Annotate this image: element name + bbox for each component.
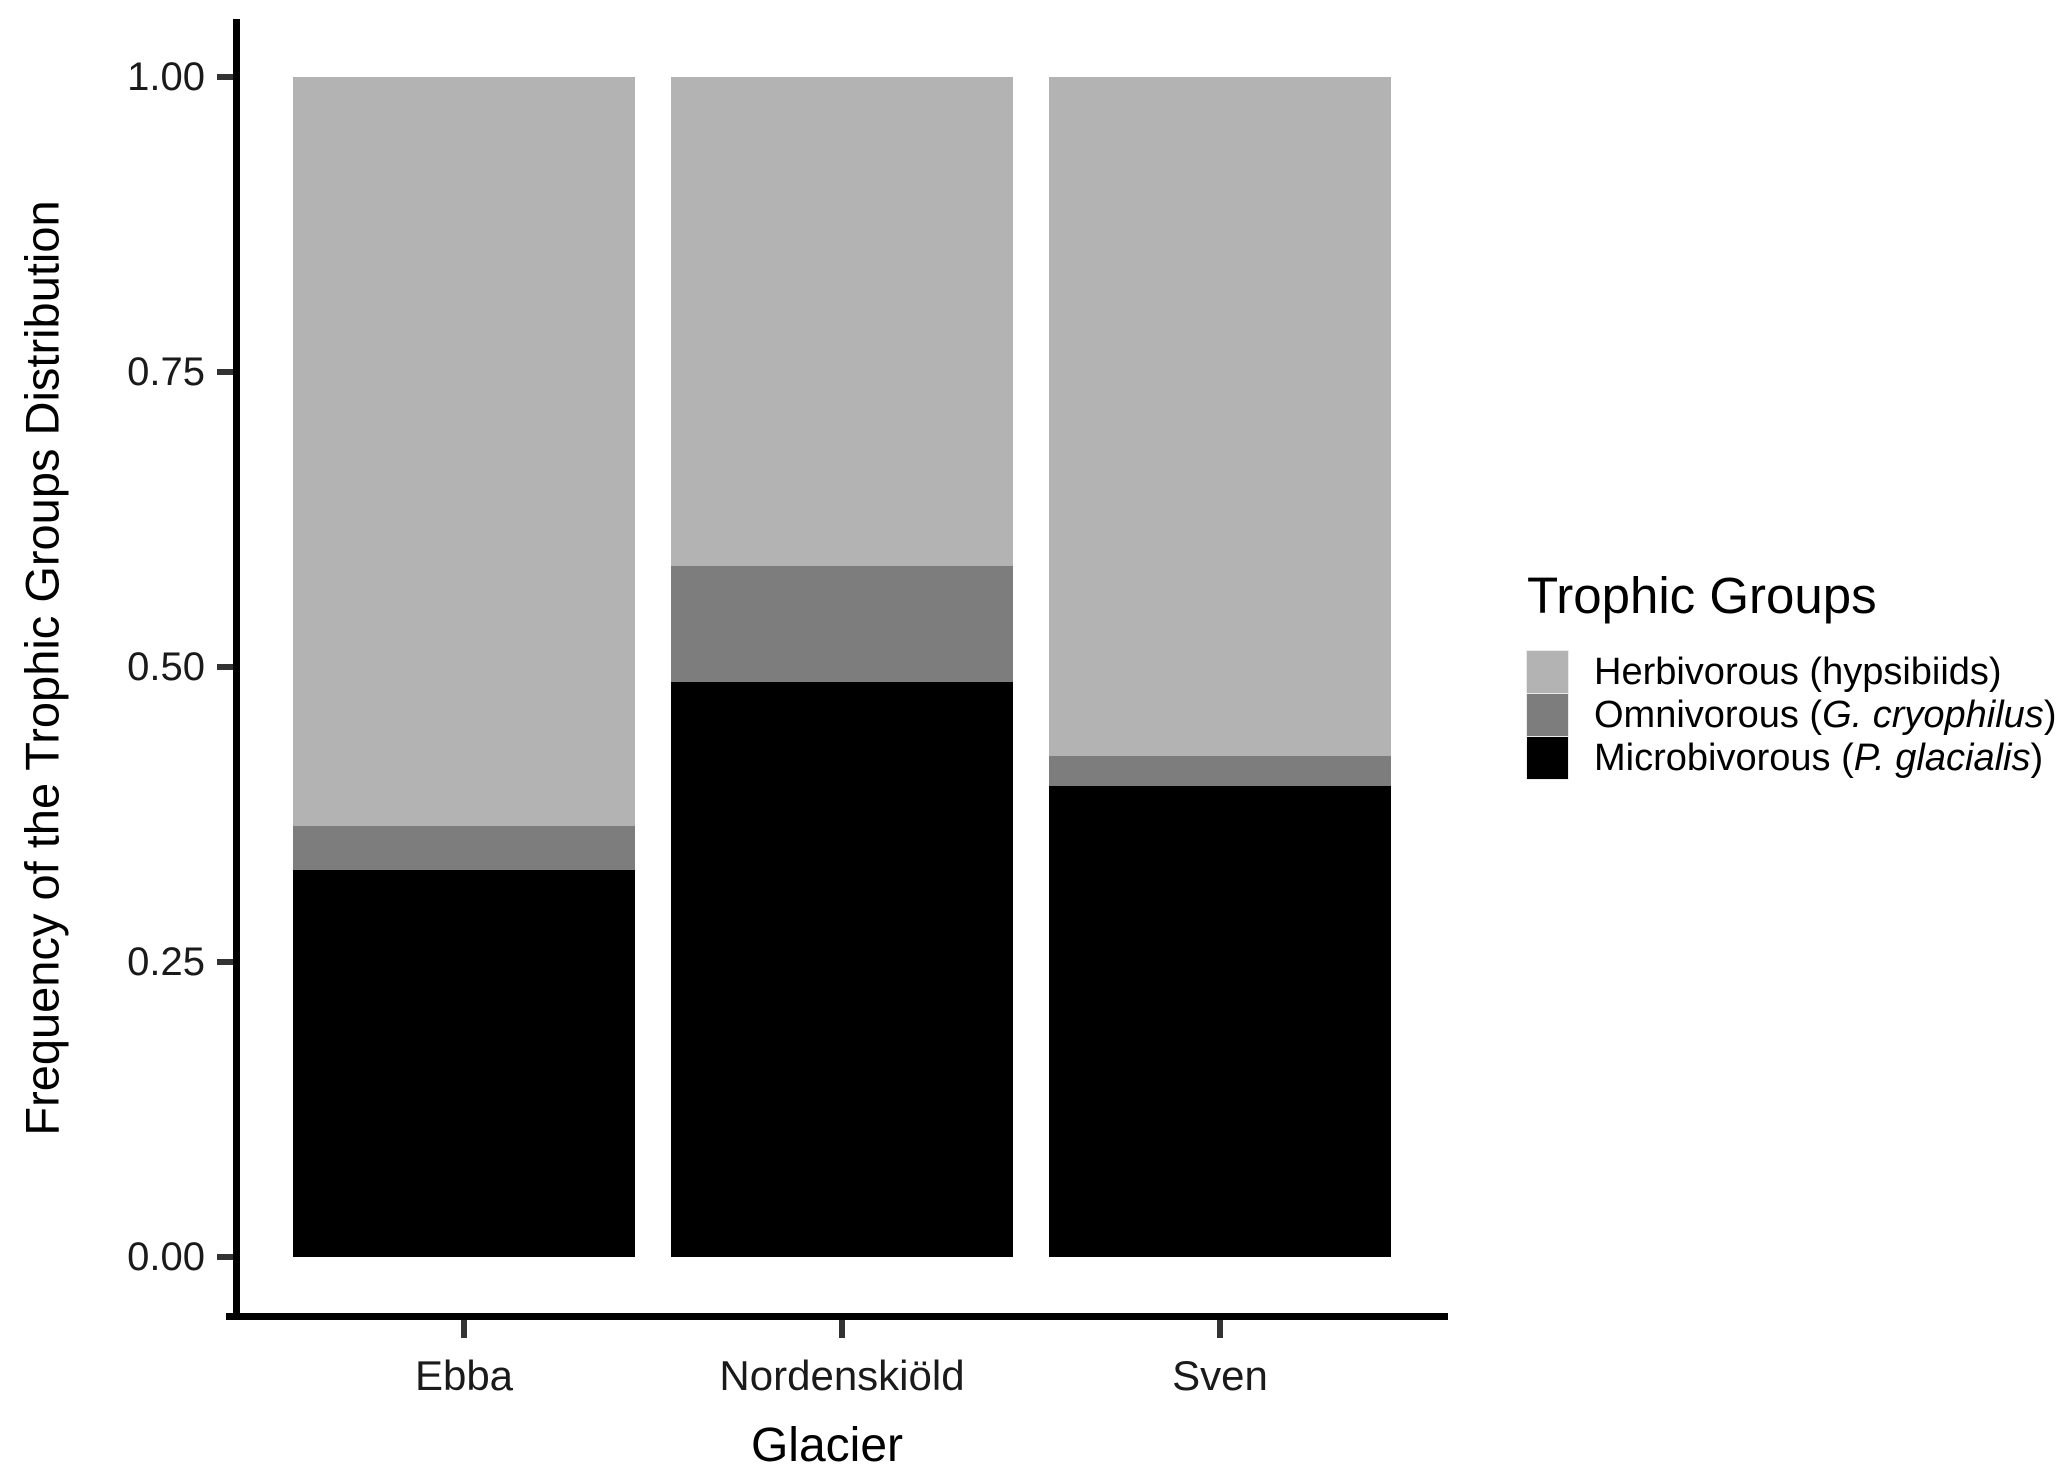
x-tick-mark — [461, 1320, 467, 1338]
y-axis-line — [233, 19, 240, 1320]
legend-item-microbivorous: Microbivorous (P. glacialis) — [1526, 736, 2056, 780]
legend-label-text: ) — [2043, 693, 2057, 736]
bar-segment-sven-omnivorous — [1049, 755, 1391, 787]
bar-segment-nordenskiöld-microbivorous — [671, 682, 1013, 1257]
y-tick-mark — [217, 74, 233, 80]
x-axis-title: Glacier — [750, 1419, 904, 1472]
y-tick-mark — [217, 664, 233, 670]
legend: Trophic Groups Herbivorous (hypsibiids) … — [1526, 566, 2056, 780]
y-tick-label: 0.25 — [127, 940, 205, 984]
bar-segment-nordenskiöld-herbivorous — [671, 77, 1013, 566]
legend-label-italic: P. glacialis — [1853, 736, 2031, 779]
bar-segment-ebba-omnivorous — [293, 826, 635, 870]
y-tick-mark — [217, 959, 233, 965]
legend-swatch-microbivorous-icon — [1526, 736, 1569, 780]
bar-segment-sven-microbivorous — [1049, 786, 1391, 1257]
y-tick-label: 0.00 — [127, 1235, 205, 1279]
legend-label-herbivorous: Herbivorous (hypsibiids) — [1568, 651, 2002, 694]
x-axis-line — [226, 1313, 1448, 1320]
bar-segment-ebba-herbivorous — [293, 77, 635, 827]
legend-label-text: Microbivorous ( — [1594, 736, 1854, 779]
bar-segment-nordenskiöld-omnivorous — [671, 565, 1013, 683]
x-tick-label: Nordenskiöld — [719, 1352, 965, 1399]
legend-label-text: Herbivorous (hypsibiids) — [1594, 650, 2002, 693]
x-tick-label: Sven — [1172, 1352, 1268, 1399]
y-tick-label: 1.00 — [127, 55, 205, 99]
bar-segment-ebba-microbivorous — [293, 869, 635, 1257]
x-tick-mark — [839, 1320, 845, 1338]
legend-swatch-omnivorous-icon — [1526, 693, 1569, 737]
y-tick-mark — [217, 369, 233, 375]
x-tick-mark — [1217, 1320, 1223, 1338]
y-tick-label: 0.50 — [127, 645, 205, 689]
legend-label-italic: G. cryophilus — [1822, 693, 2044, 736]
legend-swatch-herbivorous-icon — [1526, 650, 1569, 694]
legend-title: Trophic Groups — [1527, 567, 1877, 624]
legend-label-text: ) — [2030, 736, 2044, 779]
y-tick-label: 0.75 — [127, 350, 205, 394]
bar-segment-sven-herbivorous — [1049, 77, 1391, 756]
legend-label-omnivorous: Omnivorous (G. cryophilus) — [1568, 694, 2056, 737]
x-tick-label: Ebba — [414, 1352, 514, 1399]
legend-item-herbivorous: Herbivorous (hypsibiids) — [1526, 650, 2056, 694]
legend-label-microbivorous: Microbivorous (P. glacialis) — [1568, 737, 2043, 780]
legend-item-omnivorous: Omnivorous (G. cryophilus) — [1526, 693, 2056, 737]
y-tick-mark — [217, 1254, 233, 1260]
legend-label-text: Omnivorous ( — [1594, 693, 1823, 736]
